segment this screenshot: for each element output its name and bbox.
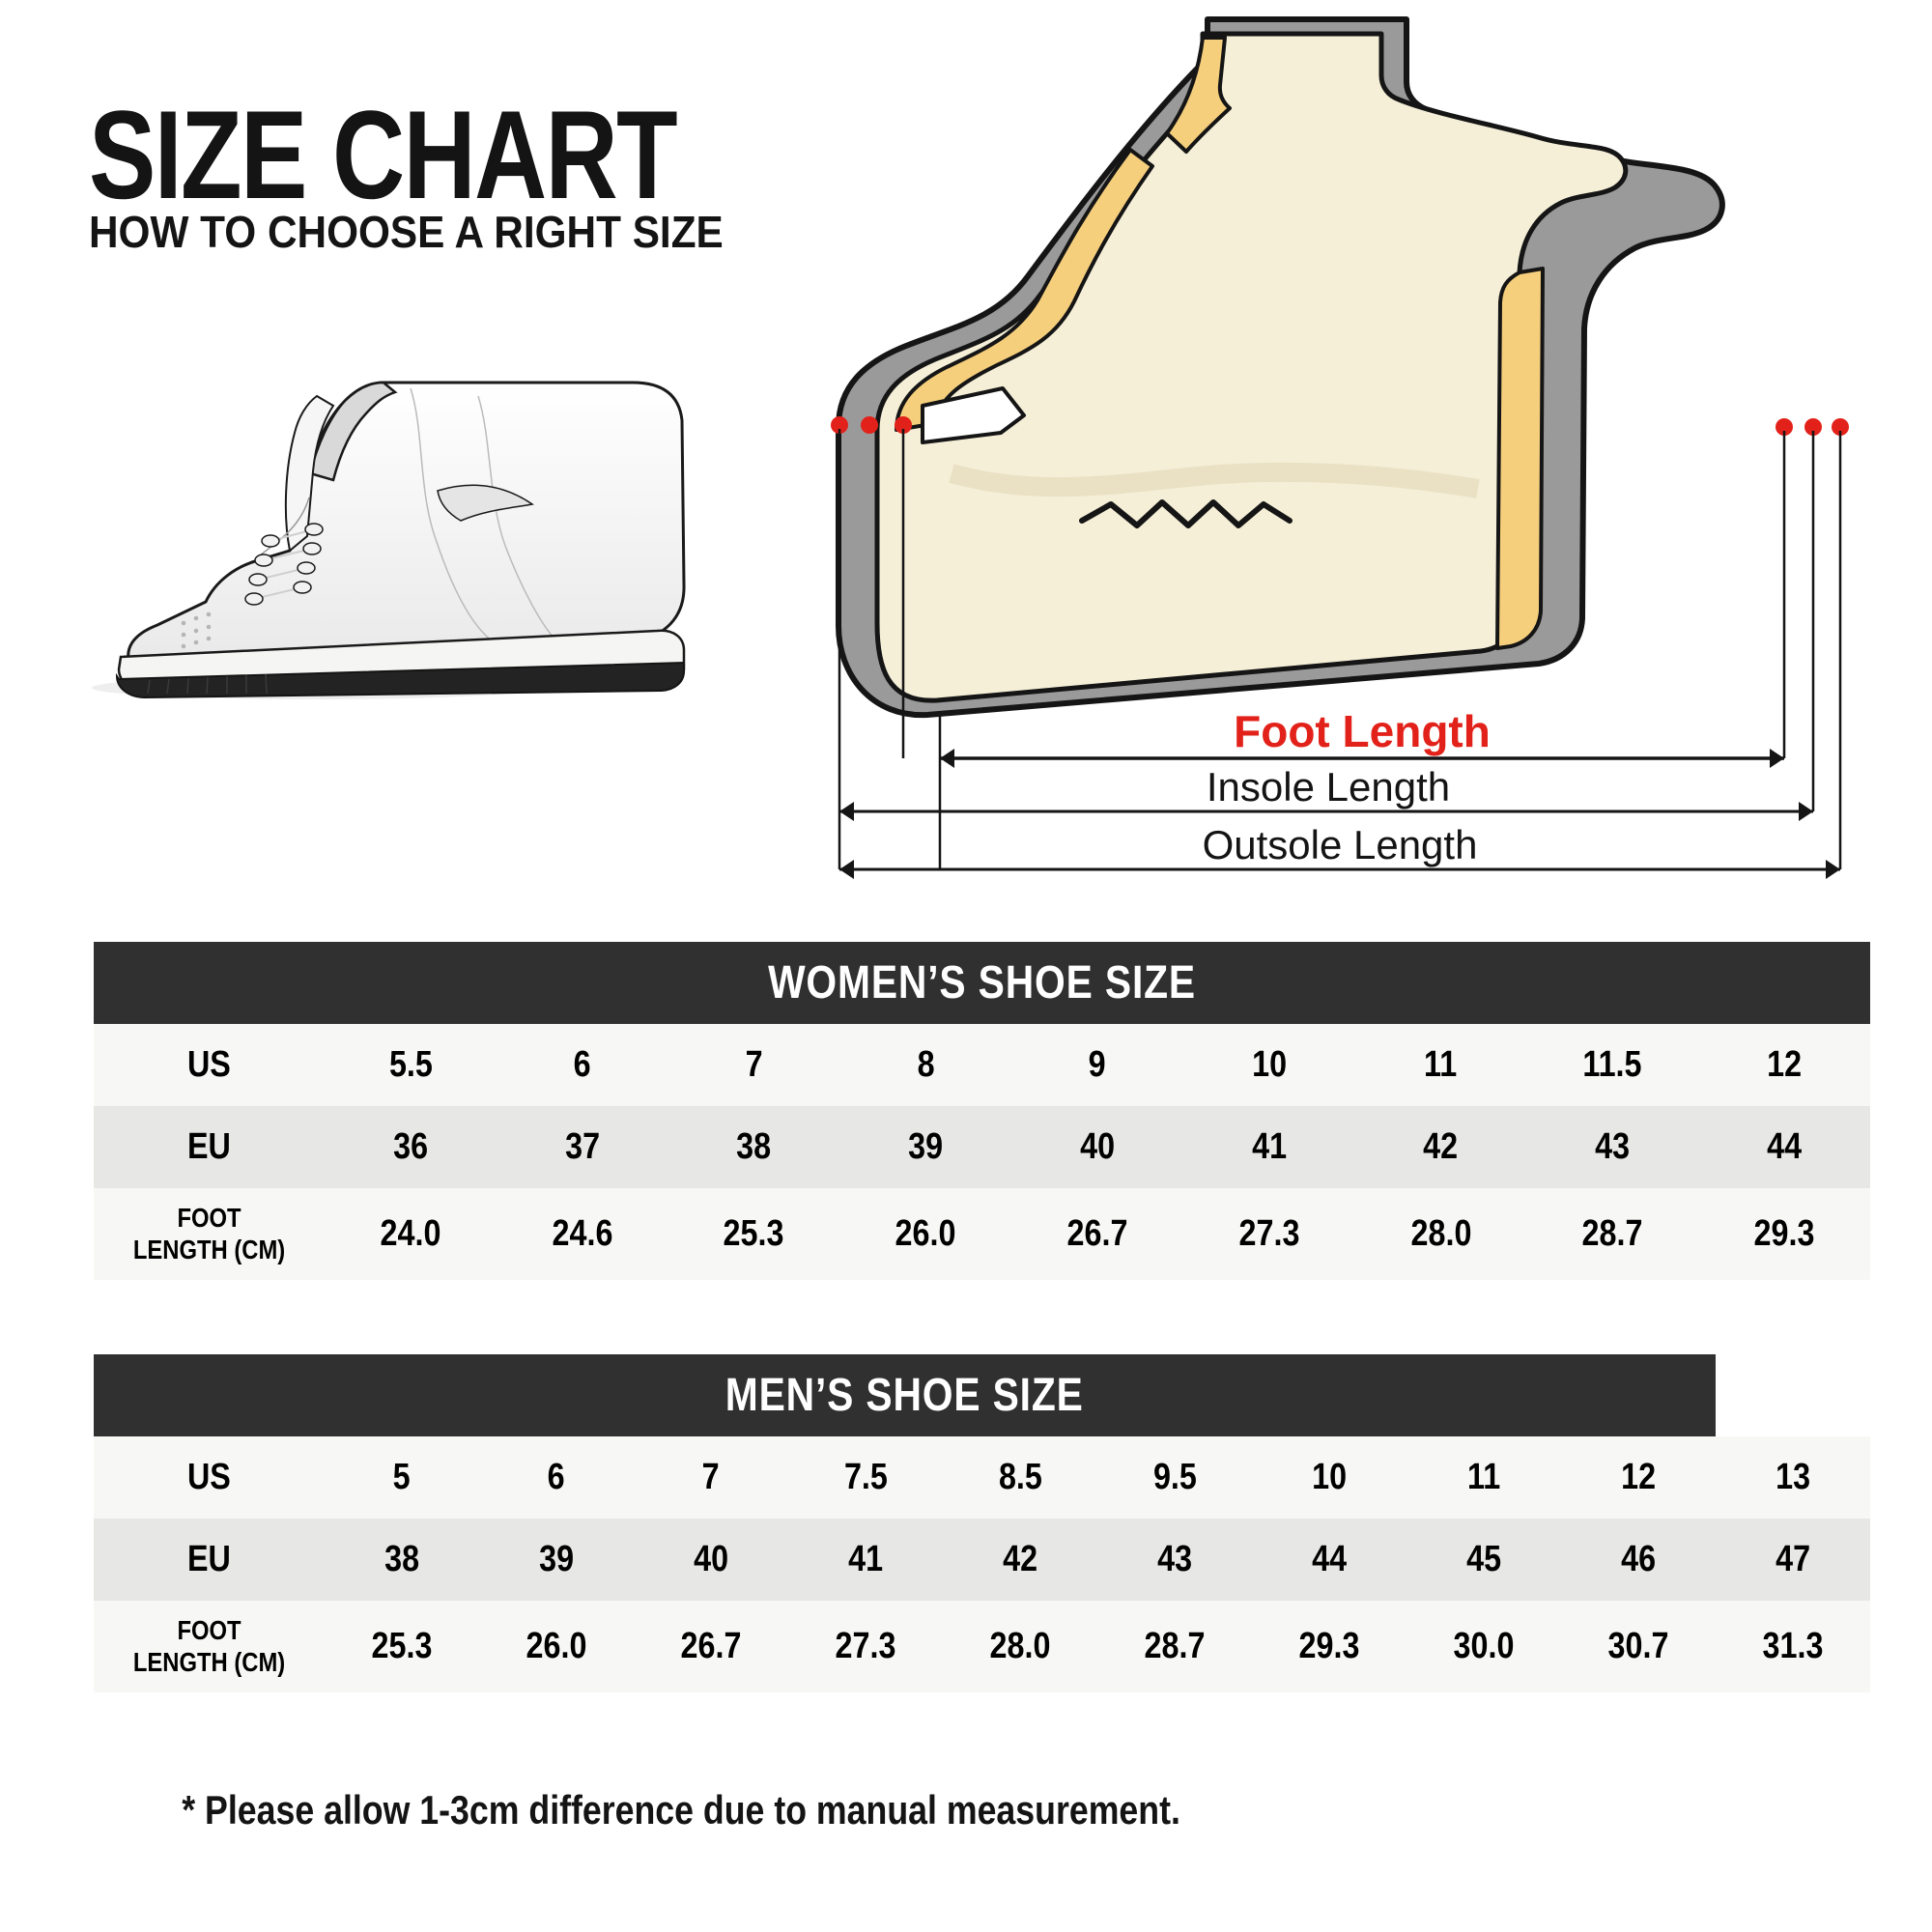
- svg-text:Insole Length: Insole Length: [1207, 764, 1450, 810]
- svg-text:Foot Length: Foot Length: [1234, 706, 1491, 756]
- svg-text:Outsole Length: Outsole Length: [1203, 822, 1478, 867]
